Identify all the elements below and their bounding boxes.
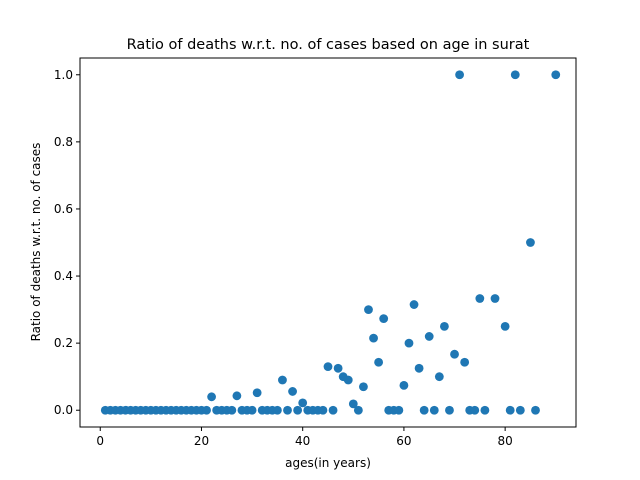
data-point [515,405,525,415]
y-tick-label: 0.0 [54,403,73,417]
data-point [429,405,439,415]
data-point [440,321,449,331]
data-point [470,405,480,415]
data-point [419,405,429,415]
x-tick-label: 80 [498,434,513,448]
x-tick-label: 20 [194,434,209,448]
data-point [202,405,211,415]
data-point [272,405,282,415]
data-point [247,405,257,415]
data-point [227,405,237,415]
data-point [348,399,358,409]
data-point [450,349,459,359]
data-point [510,70,520,80]
x-axis-label: ages(in years) [285,456,371,470]
data-point [359,382,368,392]
y-tick-label: 0.2 [54,336,73,350]
data-point [323,362,333,372]
data-point [333,363,343,373]
x-axis-ticks: 0 20 40 60 80 [96,427,513,448]
data-point [207,392,216,402]
x-tick-label: 0 [96,434,104,448]
data-point [500,321,510,331]
x-tick-label: 40 [295,434,310,448]
y-tick-label: 0.6 [54,202,73,216]
data-point [399,381,409,390]
data-point [460,357,470,367]
data-point [445,405,454,415]
data-points [100,70,561,415]
data-point [318,405,328,415]
data-point [404,338,414,348]
data-point [232,391,242,401]
data-point [369,333,378,343]
y-axis-ticks: 0.0 0.2 0.4 0.6 0.8 1.0 [54,68,80,417]
data-point [480,405,490,415]
data-point [379,314,389,324]
data-point [409,300,419,309]
data-point [288,387,297,396]
data-point [424,332,434,341]
data-point [455,70,464,80]
data-point [293,405,303,415]
data-point [278,375,287,385]
data-point [374,357,384,367]
data-point [475,294,485,303]
data-point [328,405,338,415]
data-point [531,405,540,415]
y-axis-label: Ratio of deaths w.r.t. no. of cases [29,143,43,342]
data-point [526,238,535,247]
data-point [283,405,292,415]
data-point [364,305,373,314]
data-point [353,405,363,415]
data-point [505,405,515,415]
data-point [434,372,444,382]
chart-title: Ratio of deaths w.r.t. no. of cases base… [127,37,530,53]
data-point [414,363,424,373]
plot-frame [79,57,577,428]
y-tick-label: 0.4 [54,269,73,283]
data-point [343,375,353,385]
data-point [394,405,404,415]
data-point [298,398,308,408]
data-point [252,388,262,398]
y-tick-label: 1.0 [54,68,73,82]
y-tick-label: 0.8 [54,135,73,149]
data-point [551,70,561,80]
data-point [490,294,500,303]
x-tick-label: 60 [396,434,411,448]
